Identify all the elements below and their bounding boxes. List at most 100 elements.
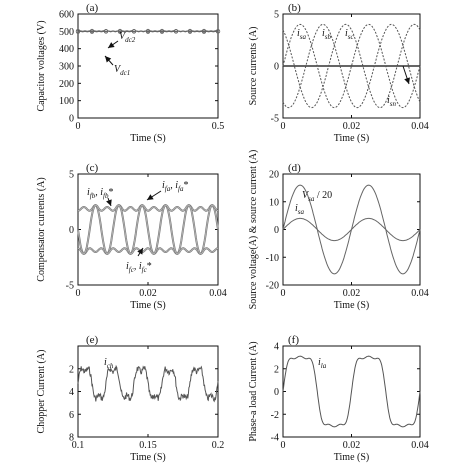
data-point [89,29,95,34]
y-axis-label: Capacitor voltages (V) [36,20,47,111]
series-line-Vdc1 [77,30,219,33]
data-point [75,29,81,34]
annotation-isa: isa [297,28,307,41]
y-tick-label: 8 [69,433,74,444]
x-tick-label: 0.04 [411,440,429,451]
y-tick-label: -2 [271,410,279,421]
x-tick-label: 0.5 [212,121,225,132]
annotation-vsa: Vsa / 20 [302,190,332,203]
x-tick-label: 0.04 [209,288,227,299]
x-axis-label: Time (S) [130,452,165,463]
annotation-ifb: ifb, ifb* [87,187,113,200]
x-tick-label: 0.02 [343,440,361,451]
series-line-ich [77,364,219,403]
y-tick-label: 20 [269,170,279,181]
y-tick-label: 300 [59,62,74,73]
annotation-arrow-head [106,199,112,206]
x-axis-label: Time (S) [334,133,369,144]
series-line-ifc-ref [77,204,218,255]
data-point [159,29,165,34]
y-tick-label: 600 [59,10,74,21]
panel-label: (c) [86,162,99,174]
series-line-isa [282,23,421,109]
annotation-isn: isn [387,95,397,108]
data-point [117,29,123,34]
y-tick-label: -10 [266,253,279,264]
x-axis-label: Time (S) [334,452,369,463]
y-tick-label: 5 [69,170,74,181]
x-axis-label: Time (S) [334,300,369,311]
x-tick-label: 0 [281,440,286,451]
annotation-arrow-head [147,194,154,200]
y-tick-label: 4 [274,342,279,353]
annotation-vdc1: Vdc1 [114,64,130,77]
x-tick-label: 0 [281,121,286,132]
y-axis-label: Chopper Current (A) [36,350,47,434]
annotation-vdc2: Vdc2 [119,31,136,44]
x-tick-label: 0.02 [343,288,361,299]
series-line-ila [282,355,421,428]
y-tick-label: 500 [59,27,74,38]
y-tick-label: 0 [274,225,279,236]
panel-0: 0 0.5 0 100 200 300 400 500 600 Time (S) Capacitor… [36,2,224,144]
x-axis-label: Time (S) [130,133,165,144]
y-tick-label: 200 [59,79,74,90]
panel-3: 0 0.02 0.04 -20 -10 0 10 20 Time (S) Source volta… [248,150,429,311]
x-tick-label: 0.15 [139,440,157,451]
annotation-ifa: ifa, ifa* [162,180,188,193]
x-tick-label: 0.04 [411,288,429,299]
annotation-arrow-head [137,248,143,255]
x-tick-label: 0 [76,121,81,132]
series-line-Vdc2 [77,30,219,32]
annotation-isa: isa [295,203,305,216]
series-line-isc [282,23,421,109]
y-tick-label: 0 [274,62,279,73]
panel-label: (b) [288,2,301,14]
x-tick-label: 0 [76,288,81,299]
y-tick-label: -20 [266,281,279,292]
data-point [145,29,151,34]
y-axis-label: Compensator currents (A) [36,177,47,281]
y-tick-label: -5 [66,281,74,292]
annotation-arrow-head [108,42,115,48]
plot-frame [77,345,219,438]
annotation-isc: isc [345,28,355,41]
panel-4: 0.1 0.15 0.2 2 4 6 8 Time (S) Chopper Current (A… [36,334,224,463]
panel-label: (d) [288,162,301,174]
annotation-isb: isb [322,28,332,41]
x-tick-label: 0.02 [343,121,361,132]
data-point [103,29,109,34]
annotation-arrow-head [404,77,410,84]
x-tick-label: 0.02 [139,288,157,299]
y-tick-label: 5 [274,10,279,21]
data-point [131,29,137,34]
y-tick-label: 2 [274,364,279,375]
data-point [215,29,221,34]
annotation-arrow-head [105,56,112,63]
y-tick-label: 0 [69,114,74,125]
y-tick-label: 4 [69,387,74,398]
y-tick-label: 400 [59,44,74,55]
panel-5: 0 0.02 0.04 -4 -2 0 2 4 Time (S) Phase-a load Cur… [248,334,429,463]
series-line-isa [282,217,421,242]
y-tick-label: -5 [271,114,279,125]
y-tick-label: 2 [69,364,74,375]
data-point [201,29,207,34]
series-line-ifa-ref [77,204,219,255]
y-axis-label: Source currents (A) [248,27,259,106]
series-line-ifb-ref [78,204,219,255]
y-tick-label: 0 [69,225,74,236]
x-tick-label: 0 [281,288,286,299]
x-axis-label: Time (S) [130,300,165,311]
panel-label: (f) [288,334,299,346]
x-tick-label: 0.04 [411,121,429,132]
y-tick-label: -4 [271,433,279,444]
y-tick-label: 100 [59,96,74,107]
annotation-ifc: ifc, ifc* [126,261,152,274]
y-tick-label: 6 [69,410,74,421]
data-point [187,29,193,34]
panel-label: (e) [86,334,99,346]
